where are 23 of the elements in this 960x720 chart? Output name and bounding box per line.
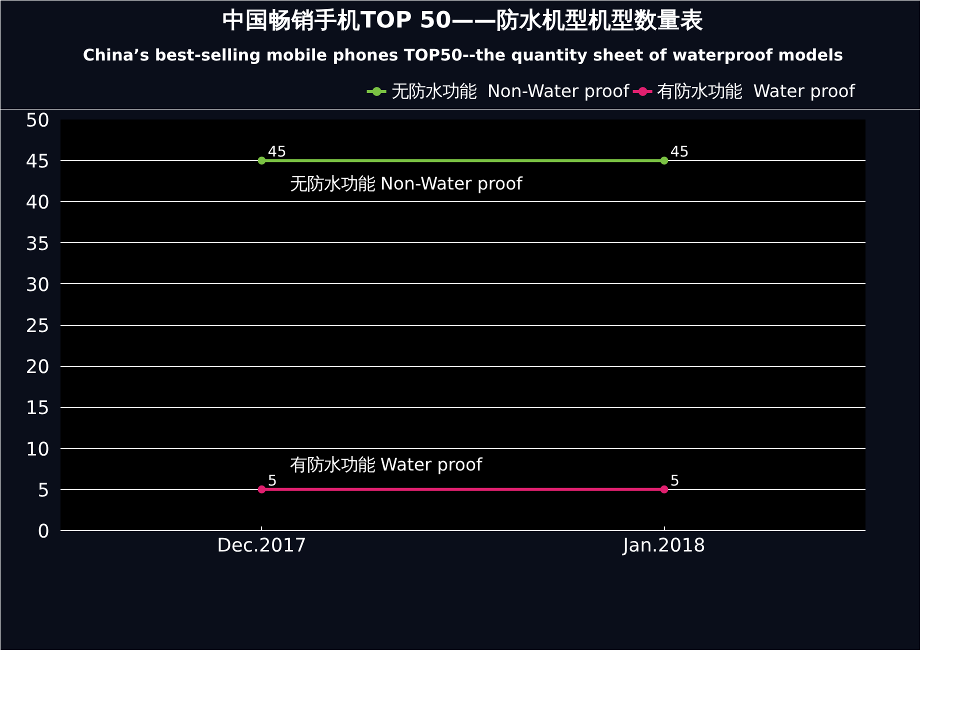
text: 无防水功能 Non-Water proof xyxy=(290,174,522,195)
y-tick-label: 10 xyxy=(26,439,50,460)
legend-label: 有防水功能 Water proof xyxy=(657,81,855,103)
data-label: 45 xyxy=(268,144,286,161)
data-label: 5 xyxy=(670,472,680,490)
data-label: 45 xyxy=(670,144,689,161)
y-tick-label: 5 xyxy=(38,480,50,502)
chart-title: 中国畅销手机TOP 50——防水机型机型数量表 xyxy=(222,8,704,34)
y-tick-label: 0 xyxy=(38,522,50,542)
y-tick-label: 15 xyxy=(26,398,50,420)
chart-subtitle: China’s best-selling mobile phones TOP50--the quantity sheet of waterproof models xyxy=(82,46,844,64)
x-tick-label: Dec.2017 xyxy=(216,536,307,556)
text: 有防水功能 Water proof xyxy=(290,455,482,476)
x-tick-label: Jan.2018 xyxy=(622,536,706,556)
y-tick-label: 20 xyxy=(26,357,50,378)
y-tick-label: 30 xyxy=(26,274,50,296)
y-tick-label: 40 xyxy=(26,192,50,214)
legend-label: 无防水功能 Non-Water proof xyxy=(391,81,630,103)
y-tick-label: 50 xyxy=(26,110,50,132)
y-tick-label: 25 xyxy=(26,316,50,337)
y-tick-label: 35 xyxy=(26,234,50,255)
data-label: 5 xyxy=(268,472,278,490)
y-tick-label: 45 xyxy=(26,152,50,173)
